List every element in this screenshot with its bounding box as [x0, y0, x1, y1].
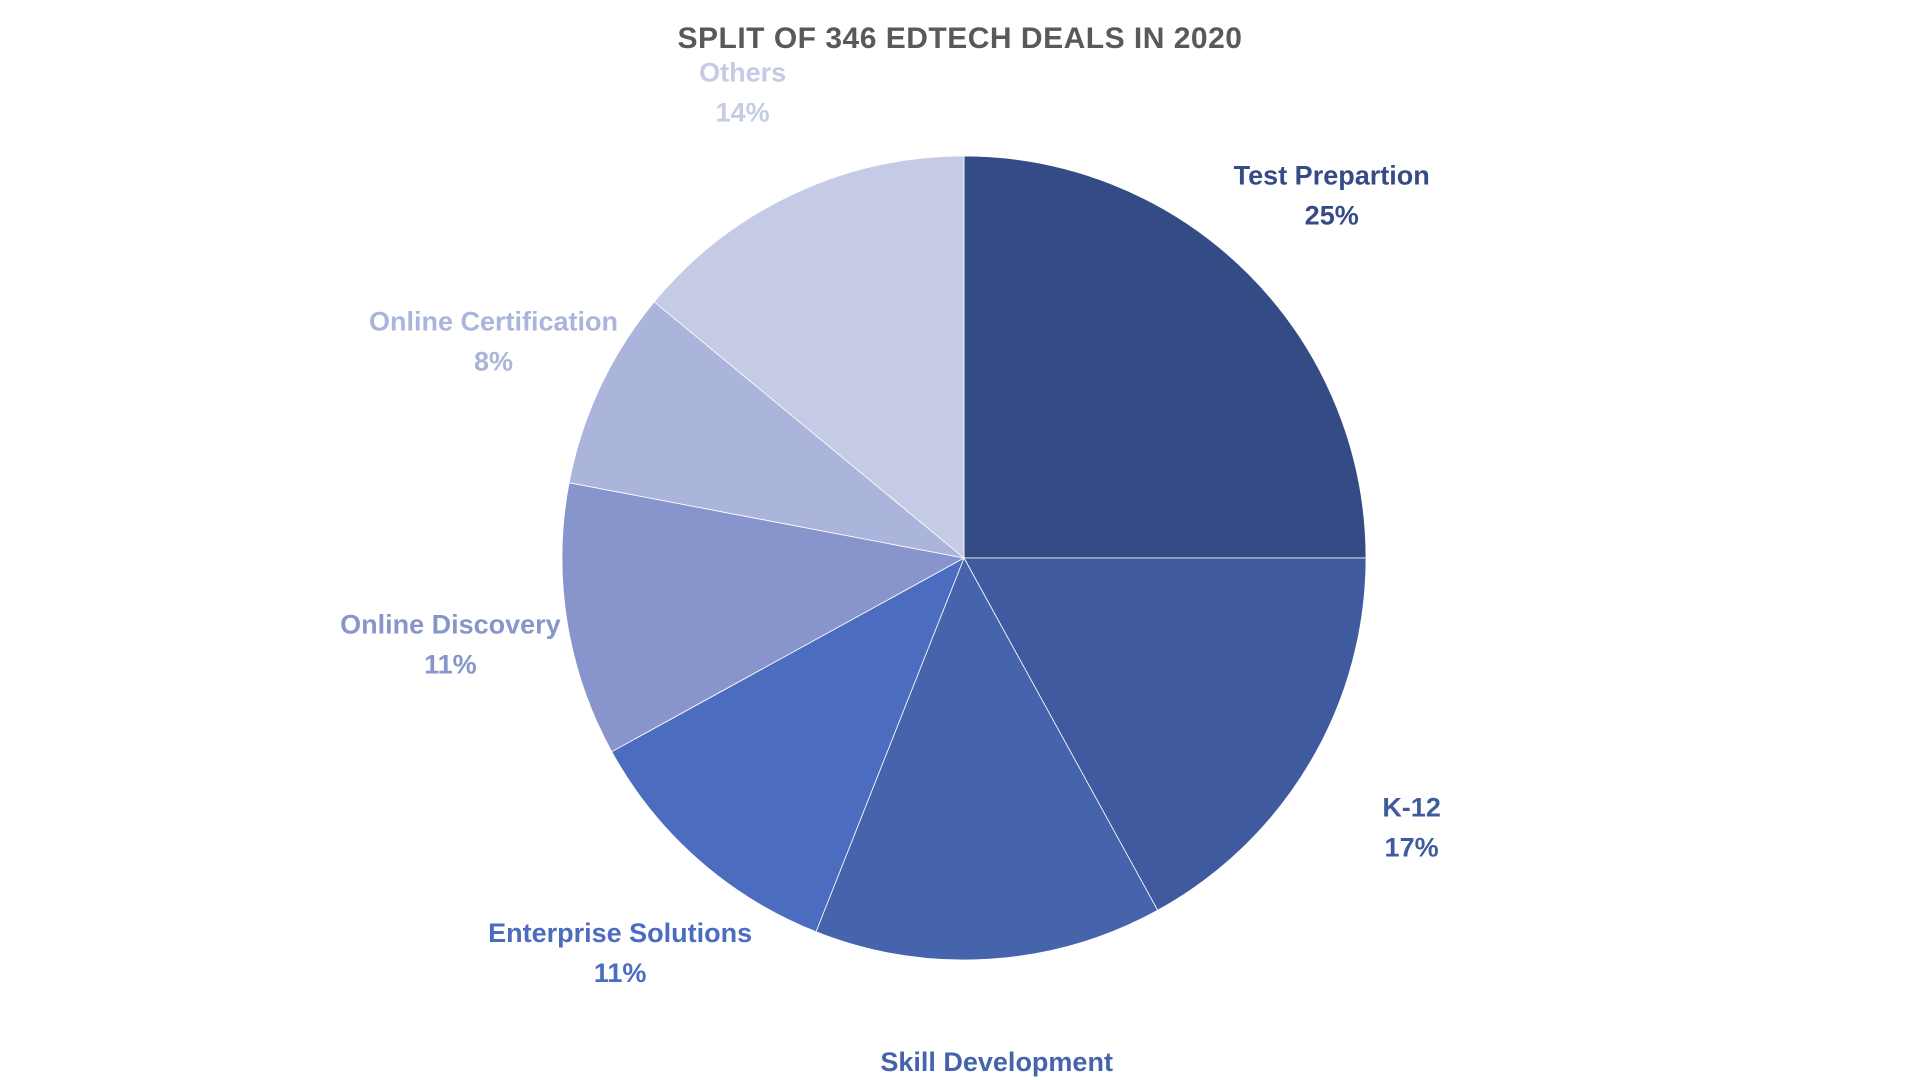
pie-slice-k-12 [963, 557, 1367, 911]
slice-value-others: 14% [716, 97, 770, 127]
slice-value-enterprise-solutions: 11% [594, 958, 647, 988]
pie-slice-enterprise-solutions [611, 557, 965, 933]
slice-label-skill-development: Skill Development [880, 1047, 1113, 1077]
slice-value-test-prepartion: 25% [1305, 200, 1359, 230]
slice-value-k-12: 17% [1385, 833, 1439, 863]
pie-slice-skill-development [815, 557, 1159, 961]
slice-label-k-12: K-12 [1382, 793, 1441, 823]
chart-title: SPLIT OF 346 EDTECH DEALS IN 2020 [677, 22, 1243, 55]
slice-label-online-certification: Online Certification [369, 307, 618, 337]
pie-slice-test-prepartion [963, 155, 1367, 559]
slice-label-test-prepartion: Test Prepartion [1234, 160, 1430, 190]
pie-labels: Test Prepartion 25% K-12 17% Skill Developme… [340, 57, 1441, 1077]
pie-slices [561, 155, 1367, 961]
slice-value-online-certification: 8% [474, 347, 513, 377]
slice-label-others: Others [699, 57, 786, 87]
pie-slice-online-certification [568, 301, 965, 559]
slice-label-enterprise-solutions: Enterprise Solutions [488, 918, 752, 948]
pie-slice-online-discovery [561, 482, 966, 753]
pie-slice-others [653, 155, 965, 559]
slice-value-online-discovery: 11% [424, 649, 477, 679]
slice-label-online-discovery: Online Discovery [340, 609, 561, 639]
